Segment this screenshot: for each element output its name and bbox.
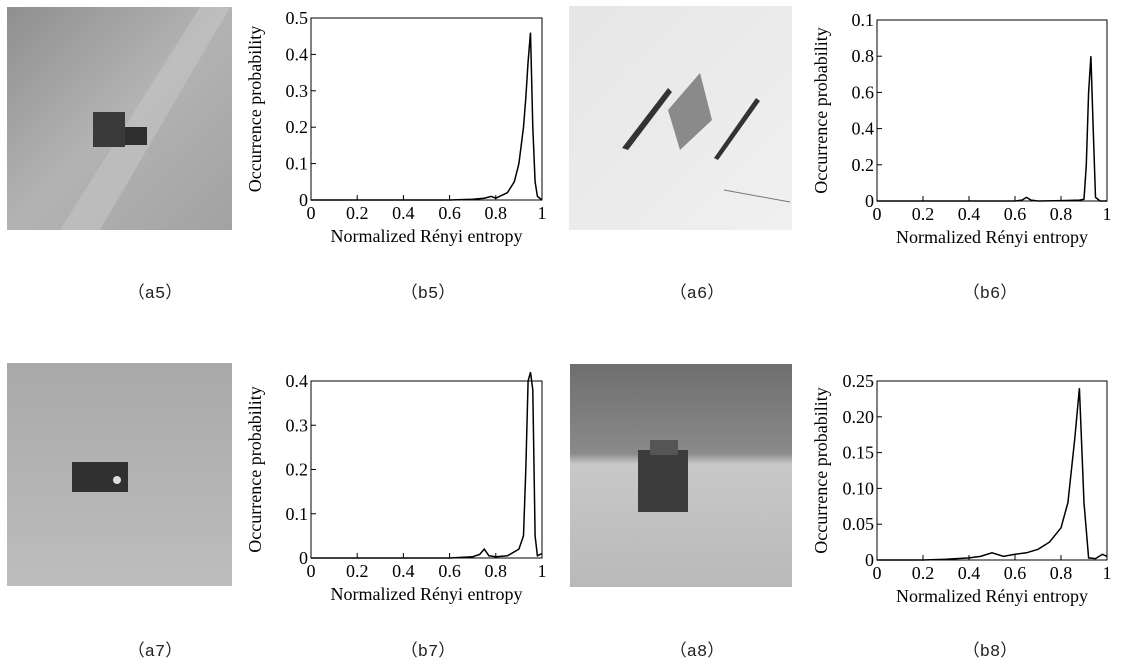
x-tick-label: 0.8	[485, 561, 508, 581]
y-tick-label: 0.1	[286, 504, 309, 524]
x-tick-label: 0	[307, 203, 316, 223]
x-tick-label: 0	[873, 563, 882, 583]
x-tick-label: 0.2	[912, 563, 935, 583]
y-tick-label: 0.15	[843, 443, 875, 463]
data-line	[877, 56, 1107, 202]
data-line	[311, 32, 543, 201]
x-tick-label: 0.8	[1050, 563, 1073, 583]
x-tick-label: 0.2	[346, 561, 369, 581]
caption: （a8）	[670, 641, 724, 662]
x-tick-label: 0.4	[958, 204, 981, 224]
photo-a7	[7, 363, 232, 586]
y-tick-label: 0	[299, 548, 308, 568]
x-tick-label: 1	[538, 561, 547, 581]
y-tick-label: 0.25	[843, 371, 875, 391]
x-tick-label: 0.6	[1004, 204, 1027, 224]
y-axis-label: Occurrence probability	[811, 387, 831, 553]
x-axis-label: Normalized Rényi entropy	[331, 584, 523, 604]
y-tick-label: 0.3	[286, 81, 309, 101]
data-line	[877, 388, 1108, 561]
x-tick-label: 0	[307, 561, 316, 581]
y-tick-label: 0.10	[843, 478, 875, 498]
y-axis-label: Occurrence probability	[811, 27, 831, 193]
x-tick-label: 0.6	[1004, 563, 1027, 583]
x-tick-label: 0	[873, 204, 882, 224]
x-tick-label: 1	[538, 203, 547, 223]
y-tick-label: 0.1	[286, 154, 309, 174]
y-tick-label: 0.8	[852, 46, 875, 66]
y-tick-label: 0.5	[286, 8, 309, 28]
chart: 0 0.1 0.2 0.3 0.4 0.5 0 0.2 0.4 0.6 0.8 1 Normalized…	[245, 8, 547, 246]
caption: （a5）	[128, 283, 182, 304]
y-axis-label: Occurrence probability	[245, 26, 265, 192]
y-tick-label: 0.2	[852, 155, 875, 175]
y-tick-label: 0.2	[286, 460, 309, 480]
x-tick-label: 0.6	[438, 561, 461, 581]
y-tick-label: 0.6	[852, 82, 875, 102]
x-axis-label: Normalized Rényi entropy	[331, 226, 523, 246]
caption: （a7）	[128, 641, 182, 662]
x-axis-label: Normalized Rényi entropy	[896, 227, 1088, 247]
caption: （b8）	[963, 641, 1017, 662]
x-tick-label: 0.4	[958, 563, 981, 583]
plot-frame	[876, 19, 1108, 202]
caption: （b5）	[401, 283, 455, 304]
y-tick-label: 0	[299, 190, 308, 210]
x-tick-label: 0.4	[392, 561, 415, 581]
y-axis-label: Occurrence probability	[245, 386, 265, 552]
y-tick-label: 0.2	[286, 117, 309, 137]
photo-a6	[569, 6, 792, 230]
x-tick-label: 1	[1103, 204, 1112, 224]
x-tick-label: 0.4	[392, 203, 415, 223]
y-tick-label: 0.4	[286, 44, 309, 64]
caption: （a6）	[670, 283, 724, 304]
x-tick-label: 0.2	[912, 204, 935, 224]
chart: 0 0.1 0.2 0.3 0.4 0 0.2 0.4 0.6 0.8 1 Normalized Ré…	[245, 371, 547, 604]
photo-a8	[570, 364, 792, 587]
x-tick-label: 0.2	[346, 203, 369, 223]
x-tick-label: 0.8	[485, 203, 508, 223]
caption: （b7）	[401, 641, 455, 662]
chart: 0 0.05 0.10 0.15 0.20 0.25 0 0.2 0.4 0.6 0.8 1 Norma…	[811, 371, 1112, 606]
y-tick-label: 0.1	[852, 10, 875, 30]
x-tick-label: 0.8	[1050, 204, 1073, 224]
y-tick-label: 0.20	[843, 407, 875, 427]
y-tick-label: 0.4	[852, 119, 875, 139]
x-tick-label: 0.6	[438, 203, 461, 223]
y-tick-label: 0	[865, 191, 874, 211]
chart: 0 0.2 0.4 0.6 0.8 0.1 0 0.2 0.4 0.6 0.8 1 Normalized…	[811, 10, 1112, 247]
plot-frame	[310, 380, 543, 559]
y-tick-label: 0	[865, 550, 874, 570]
caption: （b6）	[963, 283, 1017, 304]
plot-frame	[310, 17, 543, 201]
photo-a5	[7, 7, 232, 230]
data-line	[311, 372, 543, 559]
y-tick-label: 0.05	[843, 514, 875, 534]
x-tick-label: 1	[1103, 563, 1112, 583]
y-tick-label: 0.3	[286, 415, 309, 435]
x-axis-label: Normalized Rényi entropy	[896, 586, 1088, 606]
plot-frame	[876, 380, 1108, 561]
y-tick-label: 0.4	[286, 371, 309, 391]
